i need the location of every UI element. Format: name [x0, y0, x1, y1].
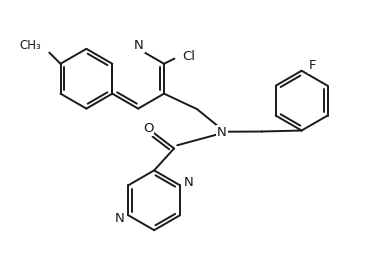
Text: CH₃: CH₃	[20, 39, 42, 52]
Text: N: N	[134, 39, 144, 52]
Text: N: N	[114, 212, 124, 225]
Text: O: O	[143, 122, 153, 135]
Text: Cl: Cl	[182, 50, 195, 63]
Text: F: F	[309, 60, 316, 72]
Text: N: N	[217, 126, 227, 139]
Text: N: N	[184, 176, 194, 189]
